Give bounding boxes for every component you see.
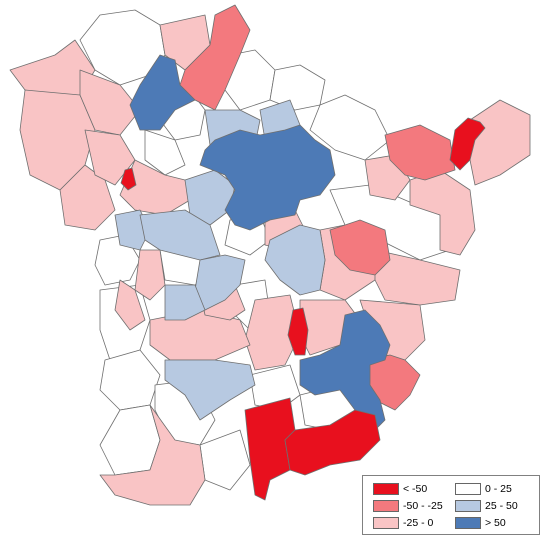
region — [114, 279, 146, 331]
legend-item: 25 - 50 — [455, 499, 518, 513]
legend-label: 0 - 25 — [485, 483, 512, 495]
legend-label: < -50 — [403, 483, 428, 495]
region — [329, 219, 391, 276]
region — [469, 99, 531, 186]
region — [199, 124, 336, 231]
legend-label: -50 - -25 — [403, 500, 443, 512]
region — [374, 249, 461, 306]
region — [139, 209, 221, 261]
region — [164, 284, 206, 321]
legend-swatch — [455, 517, 481, 529]
legend-swatch — [373, 500, 399, 512]
region — [449, 117, 486, 171]
region — [120, 167, 137, 191]
region — [59, 164, 116, 231]
region — [199, 429, 251, 491]
region — [409, 169, 476, 256]
region — [99, 404, 206, 506]
region — [119, 159, 191, 216]
legend-label: -25 - 0 — [403, 517, 434, 529]
legend-label: > 50 — [485, 517, 506, 529]
legend-item: -25 - 0 — [373, 516, 433, 530]
region — [144, 129, 186, 176]
region — [134, 249, 166, 301]
region — [287, 307, 309, 356]
legend-swatch — [373, 517, 399, 529]
legend-item: < -50 — [373, 482, 427, 496]
legend-item: > 50 — [455, 516, 506, 530]
legend-item: -50 - -25 — [373, 499, 443, 513]
region — [129, 54, 196, 131]
region — [164, 359, 256, 421]
region — [384, 124, 456, 181]
legend-swatch — [455, 483, 481, 495]
region — [244, 397, 296, 501]
legend-label: 25 - 50 — [485, 500, 518, 512]
region — [99, 349, 161, 411]
region — [264, 224, 326, 296]
region — [99, 404, 161, 476]
region — [284, 409, 381, 476]
region — [299, 309, 391, 431]
region — [309, 94, 391, 161]
region — [269, 64, 326, 111]
map-legend: < -50 0 - 25 -50 - -25 25 - 50 -25 - 0 >… — [362, 475, 540, 535]
legend-item: 0 - 25 — [455, 482, 512, 496]
legend-swatch — [455, 500, 481, 512]
legend-swatch — [373, 483, 399, 495]
